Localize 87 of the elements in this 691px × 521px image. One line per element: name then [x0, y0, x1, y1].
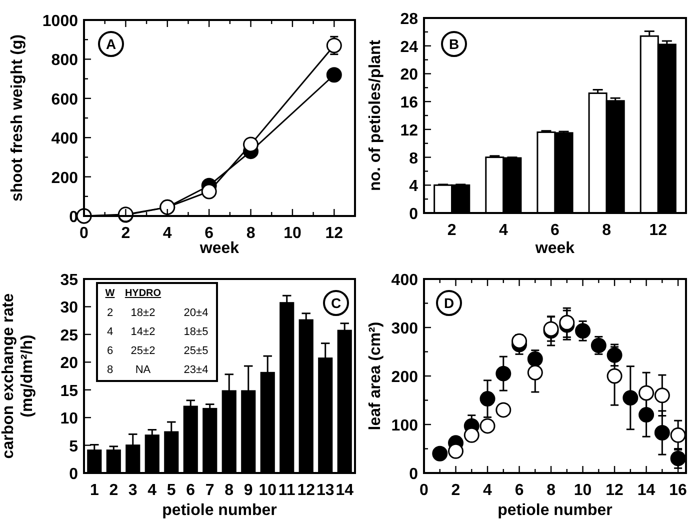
x-tick-label: 14 — [637, 482, 656, 499]
annotation: D — [444, 295, 454, 311]
y-tick-label: 35 — [60, 272, 78, 289]
x-tick-label: 11 — [278, 482, 296, 499]
y-tick-label: 16 — [400, 94, 418, 112]
y-tick-label: 0 — [409, 466, 418, 483]
x-tick-label: 4 — [162, 225, 172, 242]
annotation: 8 — [106, 364, 114, 376]
x-tick-label: 6 — [550, 222, 560, 239]
annotation: 25±5 — [184, 345, 208, 357]
y-tick-label: 20 — [400, 66, 418, 84]
x-tick-label: 2 — [109, 482, 118, 499]
y-tick-label: 4 — [409, 178, 418, 196]
x-axis-title: petiole number — [162, 502, 277, 519]
x-tick-label: 10 — [574, 482, 592, 499]
x-tick-label: 12 — [297, 482, 316, 499]
annotation: 23±4 — [184, 364, 208, 376]
annotation: 14±2 — [130, 326, 156, 338]
x-axis-title: petiole number — [498, 502, 612, 519]
annotation: 20±4 — [184, 307, 208, 319]
y-tick-label: 800 — [51, 52, 78, 70]
y-tick-label: 1000 — [42, 13, 78, 30]
annotation: W — [105, 288, 116, 299]
x-tick-label: 16 — [669, 482, 688, 499]
x-tick-label: 12 — [606, 482, 624, 499]
x-axis-title: week — [534, 240, 575, 257]
y-tick-label: 25 — [60, 327, 78, 344]
y-tick-label: 600 — [51, 91, 78, 108]
y-tick-label: 0 — [69, 466, 78, 483]
y-tick-label: 28 — [400, 11, 418, 28]
x-tick-label: 1 — [90, 482, 99, 499]
annotation: 18±5 — [184, 326, 208, 338]
annotation: HYDRO — [124, 288, 162, 299]
x-tick-label: 2 — [451, 482, 460, 499]
x-tick-label: 2 — [121, 225, 130, 242]
annotation: 6 — [106, 345, 114, 357]
annotation: 18±2 — [130, 307, 156, 319]
y-tick-label: 300 — [391, 320, 418, 338]
x-tick-label: 2 — [447, 222, 456, 239]
annotation: C — [330, 295, 342, 311]
y-tick-label: 10 — [60, 410, 78, 428]
y-tick-label: 400 — [391, 272, 418, 289]
x-tick-label: 7 — [205, 482, 214, 499]
y-tick-label: 24 — [400, 38, 418, 56]
y-tick-label: 400 — [51, 130, 78, 148]
x-tick-label: 14 — [336, 482, 354, 499]
y-tick-label: 100 — [391, 418, 418, 434]
x-tick-label: 6 — [204, 225, 214, 242]
y-axis-title: no. of petioles/plant — [367, 39, 384, 192]
y-tick-label: 20 — [60, 355, 78, 372]
annotation: NA — [135, 364, 152, 376]
y-tick-label: 200 — [391, 369, 418, 386]
y-tick-label: 8 — [409, 150, 418, 168]
x-tick-label: 6 — [186, 482, 196, 499]
y-axis-title: leaf area (cm²) — [367, 322, 384, 430]
x-tick-label: 6 — [514, 482, 524, 499]
y-tick-label: 12 — [400, 122, 418, 140]
x-tick-label: 0 — [420, 482, 429, 499]
x-axis-title: week — [198, 240, 240, 257]
x-tick-label: 0 — [80, 225, 89, 242]
x-tick-label: 8 — [246, 225, 256, 242]
y-tick-label: 200 — [51, 170, 78, 187]
annotation: 2 — [106, 307, 114, 319]
x-tick-label: 8 — [546, 482, 556, 499]
x-tick-label: 4 — [148, 482, 157, 499]
x-tick-label: 8 — [224, 482, 234, 499]
x-tick-label: 13 — [316, 482, 334, 499]
x-tick-label: 9 — [244, 482, 253, 499]
annotation: 25±2 — [130, 345, 156, 357]
y-tick-label: 15 — [60, 382, 78, 400]
x-tick-label: 12 — [325, 225, 344, 242]
x-tick-label: 10 — [284, 225, 302, 242]
x-tick-label: 12 — [649, 222, 668, 239]
x-tick-label: 4 — [483, 482, 492, 499]
x-tick-label: 8 — [602, 222, 612, 239]
x-tick-label: 10 — [258, 482, 277, 499]
y-axis-title: carbon exchange rate (mg/dm²/h) — [0, 293, 36, 459]
annotation: A — [106, 36, 116, 52]
x-tick-label: 3 — [128, 482, 138, 499]
y-tick-label: 5 — [69, 438, 78, 456]
annotation: B — [448, 36, 460, 52]
y-tick-label: 0 — [409, 206, 418, 223]
annotation: 4 — [106, 326, 114, 338]
x-tick-label: 4 — [498, 222, 508, 239]
y-tick-label: 30 — [60, 300, 78, 317]
y-axis-title: shoot fresh weight (g) — [9, 34, 26, 202]
x-tick-label: 5 — [166, 482, 176, 499]
